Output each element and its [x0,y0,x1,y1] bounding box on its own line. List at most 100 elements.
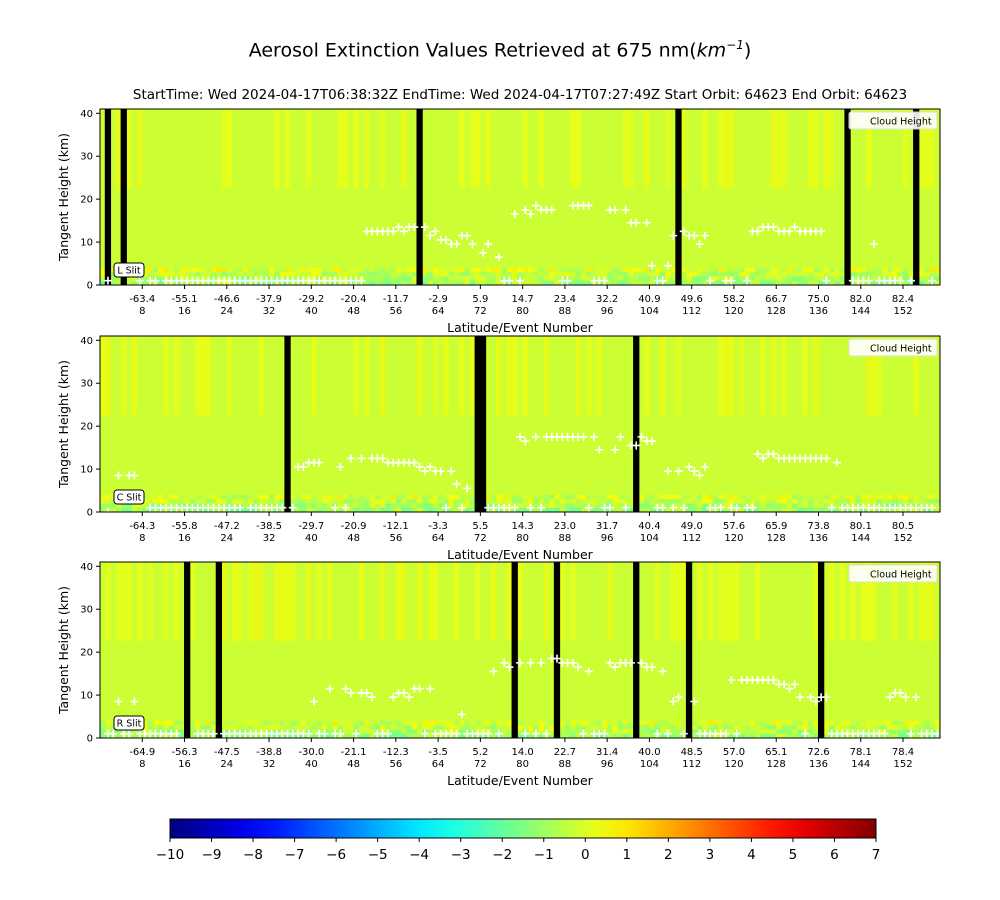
heatmap-cell [242,272,249,277]
heatmap-cell [765,733,772,738]
cloud-height-marker [790,223,799,232]
heatmap-cell [765,267,772,273]
heatmap-streak [829,109,835,189]
heatmap-cell [696,720,703,726]
heatmap-cell [311,499,317,504]
heatmap-cell [776,499,782,504]
heatmap-cell [591,267,597,273]
heatmap-cell [380,507,386,512]
x-tick-label-event: 72 [474,533,487,544]
heatmap-cell [887,720,893,726]
heatmap-streak [559,562,565,642]
heatmap-cell [443,276,449,281]
heatmap-cell [559,729,566,734]
heatmap-cell [818,503,825,508]
heatmap-cell [343,729,349,734]
cloud-height-marker [796,693,804,702]
heatmap-cell [269,272,275,277]
heatmap-cell [850,272,856,277]
heatmap-cell [496,272,502,277]
heatmap-cell [358,720,365,726]
x-tick-label-latitude: 80.5 [892,521,914,532]
heatmap-cell [247,494,254,500]
cloud-height-marker [637,432,646,441]
heatmap-streak [279,562,285,642]
heatmap-cell [189,729,196,734]
cloud-height-marker [885,693,894,702]
heatmap-cell [395,503,402,508]
heatmap-cell [453,720,460,726]
heatmap-cell [527,276,534,281]
heatmap-streak [876,336,882,416]
heatmap-cell [110,725,117,730]
heatmap-cell [480,280,486,285]
heatmap-cell [179,267,185,273]
heatmap-cell [300,720,307,726]
heatmap-cell [665,272,671,277]
heatmap-cell [670,499,677,504]
x-tick-label-latitude: 40.9 [638,294,660,305]
heatmap-cell [749,494,756,500]
heatmap-cell [596,725,603,730]
heatmap-streak [253,562,259,642]
heatmap-cell [739,729,745,734]
legend: Cloud Height [848,338,938,357]
x-tick-label-event: 144 [851,533,870,544]
heatmap-streak [274,109,280,189]
heatmap-cell [596,267,603,273]
cloud-height-marker [426,684,435,693]
heatmap-cell [295,494,302,500]
x-tick-label-latitude: 65.9 [765,521,787,532]
heatmap-cell [401,507,407,512]
heatmap-streak [126,562,132,642]
x-tick-label-event: 72 [474,759,487,770]
heatmap-cell [105,720,111,726]
heatmap-streak [200,336,206,416]
cloud-height-marker [896,276,905,285]
heatmap-cell [184,499,191,504]
heatmap-cell [691,276,698,281]
x-tick-label-event: 88 [559,759,572,770]
cloud-height-marker [357,454,366,463]
heatmap-cell [364,507,370,512]
heatmap-cell [728,499,735,504]
heatmap-cell [892,725,899,730]
heatmap-cell [369,499,376,504]
heatmap-cell [607,725,613,730]
x-tick-label-event: 80 [516,533,529,544]
heatmap-cell [100,507,106,512]
heatmap-cell [205,267,212,273]
heatmap-cell [580,280,587,285]
heatmap-cell [332,720,339,726]
heatmap-cell [105,494,111,500]
heatmap-cell [913,729,920,734]
heatmap-cell [327,494,333,500]
heatmap-cell [691,272,698,277]
cloud-height-marker [648,437,657,446]
heatmap-cell [533,725,539,730]
heatmap-cell [327,729,333,734]
heatmap-cell [490,267,497,273]
cloud-height-marker [727,276,736,285]
heatmap-cell [564,733,571,738]
heatmap-streak [675,336,682,416]
heatmap-cell [691,729,698,734]
heatmap-cell [115,503,122,508]
heatmap-cell [448,280,455,285]
heatmap-cell [226,494,233,500]
heatmap-cell [908,494,914,500]
heatmap-cell [749,499,756,504]
cloud-height-marker [690,467,699,476]
heatmap-cell [168,720,175,726]
heatmap-cell [100,720,106,726]
heatmap-cell [184,272,191,277]
heatmap-cell [158,499,164,504]
heatmap-cell [232,494,238,500]
cloud-height-marker [537,658,546,667]
cloud-height-marker [341,684,350,693]
cloud-height-marker [341,503,350,512]
cloud-height-marker [584,667,593,676]
heatmap-cell [570,725,576,730]
heatmap-cell [934,272,940,277]
heatmap-cell [549,733,555,738]
